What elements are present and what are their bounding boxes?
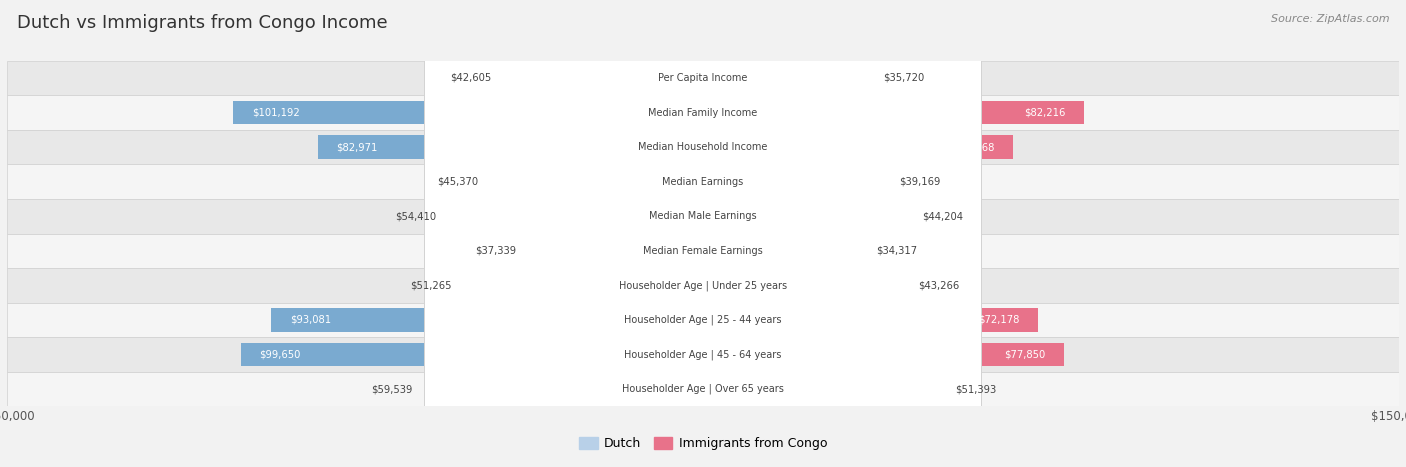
FancyBboxPatch shape (425, 0, 981, 467)
Text: $93,081: $93,081 (290, 315, 330, 325)
Bar (492, 170, 703, 193)
Text: $101,192: $101,192 (252, 107, 299, 118)
Bar (427, 377, 703, 401)
Text: $35,720: $35,720 (883, 73, 924, 83)
Text: $54,410: $54,410 (395, 211, 437, 221)
Text: $77,850: $77,850 (1004, 349, 1046, 360)
Text: Median Male Earnings: Median Male Earnings (650, 211, 756, 221)
Bar (505, 66, 703, 90)
FancyBboxPatch shape (425, 0, 981, 467)
Bar (450, 205, 703, 228)
FancyBboxPatch shape (425, 0, 981, 467)
Bar (7, 130, 1399, 164)
Bar (703, 101, 1084, 124)
Text: Median Female Earnings: Median Female Earnings (643, 246, 763, 256)
FancyBboxPatch shape (425, 0, 981, 467)
Text: $34,317: $34,317 (876, 246, 917, 256)
Bar (703, 66, 869, 90)
Bar (703, 239, 862, 262)
Bar (7, 268, 1399, 303)
FancyBboxPatch shape (425, 0, 981, 467)
Text: $42,605: $42,605 (450, 73, 492, 83)
Bar (7, 303, 1399, 337)
Text: $51,265: $51,265 (409, 280, 451, 290)
Bar (233, 101, 703, 124)
Text: Median Family Income: Median Family Income (648, 107, 758, 118)
Bar (7, 372, 1399, 406)
FancyBboxPatch shape (425, 0, 981, 467)
Text: Dutch vs Immigrants from Congo Income: Dutch vs Immigrants from Congo Income (17, 14, 388, 32)
Text: $82,216: $82,216 (1025, 107, 1066, 118)
Text: Householder Age | 45 - 64 years: Householder Age | 45 - 64 years (624, 349, 782, 360)
Bar (7, 61, 1399, 95)
Bar (318, 135, 703, 159)
Text: Householder Age | Under 25 years: Householder Age | Under 25 years (619, 280, 787, 290)
Bar (703, 274, 904, 297)
Legend: Dutch, Immigrants from Congo: Dutch, Immigrants from Congo (574, 432, 832, 455)
Bar (271, 308, 703, 332)
Text: Source: ZipAtlas.com: Source: ZipAtlas.com (1271, 14, 1389, 24)
Bar (703, 135, 1012, 159)
Bar (7, 234, 1399, 268)
Text: Median Earnings: Median Earnings (662, 177, 744, 187)
FancyBboxPatch shape (425, 0, 981, 467)
Bar (703, 343, 1064, 366)
Bar (703, 205, 908, 228)
Text: $99,650: $99,650 (259, 349, 301, 360)
Text: $43,266: $43,266 (918, 280, 959, 290)
Text: $44,204: $44,204 (922, 211, 963, 221)
Text: $72,178: $72,178 (979, 315, 1019, 325)
Text: $37,339: $37,339 (475, 246, 516, 256)
Bar (7, 337, 1399, 372)
Bar (7, 164, 1399, 199)
Bar (240, 343, 703, 366)
Text: $51,393: $51,393 (955, 384, 997, 394)
Text: $66,768: $66,768 (953, 142, 994, 152)
Bar (703, 377, 942, 401)
FancyBboxPatch shape (425, 0, 981, 467)
Text: $45,370: $45,370 (437, 177, 478, 187)
Bar (7, 95, 1399, 130)
Text: $39,169: $39,169 (898, 177, 941, 187)
Text: $59,539: $59,539 (371, 384, 413, 394)
Text: Median Household Income: Median Household Income (638, 142, 768, 152)
Bar (7, 199, 1399, 234)
Bar (703, 170, 884, 193)
Bar (465, 274, 703, 297)
Text: Per Capita Income: Per Capita Income (658, 73, 748, 83)
FancyBboxPatch shape (425, 0, 981, 467)
Text: $82,971: $82,971 (336, 142, 378, 152)
Bar (530, 239, 703, 262)
Text: Householder Age | 25 - 44 years: Householder Age | 25 - 44 years (624, 315, 782, 325)
Text: Householder Age | Over 65 years: Householder Age | Over 65 years (621, 384, 785, 394)
Bar (703, 308, 1038, 332)
FancyBboxPatch shape (425, 0, 981, 467)
